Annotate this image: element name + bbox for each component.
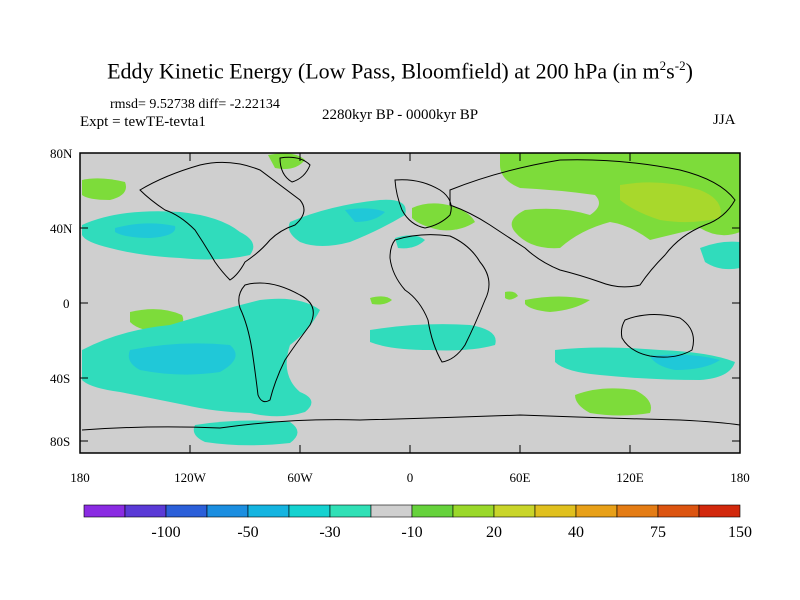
- positive-anomaly-europe: [412, 203, 475, 231]
- rmsd-text: rmsd= 9.52738 diff= -2.22134: [110, 97, 280, 112]
- negative-anomaly-south-pacific-core: [128, 343, 236, 375]
- positive-anomaly-north-pacific: [82, 178, 126, 200]
- positive-anomaly-atlantic-tropics: [370, 296, 392, 305]
- colorbar-label: 150: [728, 524, 752, 541]
- negative-anomaly-north-pacific: [82, 211, 254, 260]
- experiment-label: Expt = tewTE-tevta1: [80, 114, 206, 130]
- colorbar-swatch: [83, 504, 126, 518]
- coastlines: [81, 156, 741, 431]
- colorbar-label: -30: [319, 524, 340, 541]
- colorbar-swatch: [165, 504, 208, 518]
- positive-anomaly-southern-indian: [575, 388, 651, 416]
- colorbar-swatch: [452, 504, 495, 518]
- coastline-asia: [449, 159, 736, 288]
- lat-label-0: 0: [63, 296, 70, 311]
- colorbar-swatch: [616, 504, 659, 518]
- colorbar: [83, 504, 741, 518]
- colorbar-swatch: [288, 504, 331, 518]
- negative-anomaly-north-pacific-core: [115, 223, 176, 238]
- colorbar-swatch: [411, 504, 454, 518]
- colorbar-label: 20: [486, 524, 502, 541]
- negative-anomaly-north-atlantic-core: [345, 208, 385, 222]
- colorbar-swatch: [206, 504, 249, 518]
- colorbar-swatch: [370, 504, 413, 518]
- colorbar-label: -10: [401, 524, 422, 541]
- anomaly-fields: [82, 153, 740, 446]
- colorbar-swatch: [575, 504, 618, 518]
- lon-label-180-west: 180: [70, 470, 90, 485]
- coastline-north-america: [139, 161, 305, 281]
- coastline-greenland: [279, 156, 311, 183]
- period-label: 2280kyr BP - 0000kyr BP: [322, 107, 479, 123]
- latitude-axis: 80N 40N 0 40S 80S: [50, 146, 740, 449]
- lon-label-0: 0: [407, 470, 414, 485]
- colorbar-swatch: [329, 504, 372, 518]
- colorbar-label: -50: [237, 524, 258, 541]
- colorbar-swatch: [698, 504, 741, 518]
- positive-anomaly-siberia-core: [620, 182, 721, 223]
- lat-label-80s: 80S: [50, 434, 70, 449]
- coastline-south-america: [238, 282, 314, 403]
- positive-anomaly-indian-ocean: [525, 296, 590, 312]
- negative-anomaly-east-pacific: [700, 241, 740, 270]
- coastline-africa: [389, 234, 490, 363]
- colorbar-label: 40: [568, 524, 584, 541]
- lon-label-60w: 60W: [287, 470, 313, 485]
- lon-label-180-east: 180: [730, 470, 750, 485]
- lon-label-120w: 120W: [174, 470, 207, 485]
- negative-anomaly-south-atlantic: [370, 324, 496, 351]
- colorbar-labels: -100 -50 -30 -10 20 40 75 150: [151, 524, 752, 541]
- colorbar-swatch: [247, 504, 290, 518]
- negative-anomaly-mid-atlantic: [395, 235, 425, 249]
- positive-anomaly-siberia: [500, 153, 740, 249]
- colorbar-swatch: [493, 504, 536, 518]
- lon-label-60e: 60E: [510, 470, 531, 485]
- lat-label-40s: 40S: [50, 371, 70, 386]
- colorbar-swatch: [124, 504, 167, 518]
- coastline-australia: [620, 314, 694, 358]
- lat-label-80n: 80N: [50, 146, 73, 161]
- lon-label-120e: 120E: [616, 470, 644, 485]
- colorbar-label: 75: [650, 524, 666, 541]
- coastline-europe: [394, 179, 452, 229]
- negative-anomaly-south-polar: [193, 420, 298, 446]
- positive-anomaly-greenland: [268, 153, 305, 169]
- season-label: JJA: [713, 112, 736, 128]
- positive-anomaly-africa: [505, 291, 518, 300]
- longitude-axis: 180 120W 60W 0 60E 120E 180: [70, 153, 750, 485]
- colorbar-label: -100: [151, 524, 180, 541]
- lat-label-40n: 40N: [50, 221, 73, 236]
- colorbar-swatch: [534, 504, 577, 518]
- negative-anomaly-australia-core: [650, 354, 720, 370]
- coastline-antarctica: [81, 414, 741, 431]
- figure-title: Eddy Kinetic Energy (Low Pass, Bloomfiel…: [107, 58, 693, 84]
- colorbar-swatch: [657, 504, 700, 518]
